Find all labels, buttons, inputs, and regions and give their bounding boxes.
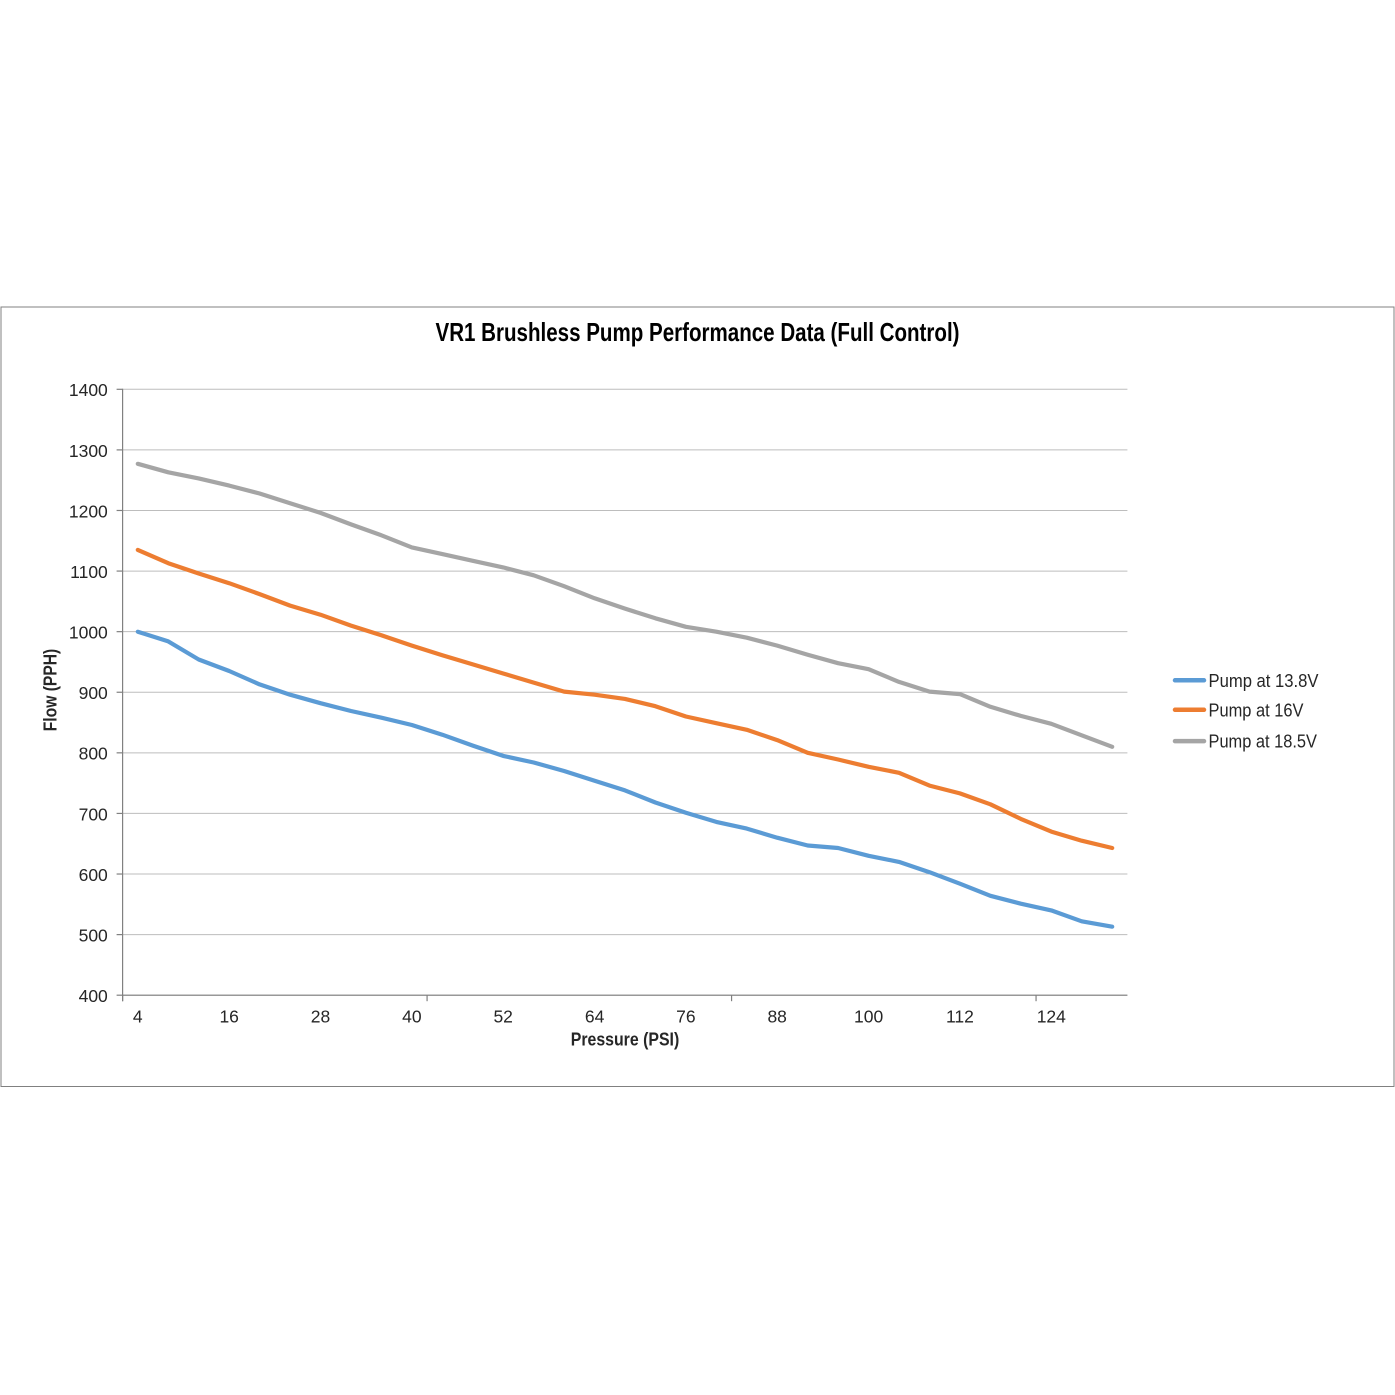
svg-text:16: 16 [219, 1007, 238, 1027]
svg-text:1400: 1400 [69, 380, 108, 400]
svg-text:Pump at 13.8V: Pump at 13.8V [1209, 671, 1319, 691]
svg-text:Pump at 16V: Pump at 16V [1209, 700, 1304, 720]
svg-text:Flow (PPH): Flow (PPH) [41, 649, 61, 732]
svg-text:800: 800 [79, 744, 108, 764]
svg-text:1100: 1100 [70, 562, 108, 582]
svg-text:52: 52 [493, 1007, 512, 1027]
svg-text:Pressure (PSI): Pressure (PSI) [571, 1029, 680, 1049]
svg-text:Pump at 18.5V: Pump at 18.5V [1209, 732, 1318, 752]
svg-text:400: 400 [79, 986, 108, 1006]
svg-text:1300: 1300 [69, 441, 108, 461]
svg-text:900: 900 [79, 683, 108, 703]
svg-text:500: 500 [79, 926, 108, 946]
svg-text:1000: 1000 [69, 623, 108, 643]
svg-text:40: 40 [402, 1007, 422, 1027]
svg-text:76: 76 [676, 1007, 695, 1027]
svg-text:100: 100 [854, 1007, 883, 1027]
svg-text:600: 600 [79, 865, 108, 885]
svg-text:124: 124 [1037, 1007, 1066, 1027]
svg-text:700: 700 [79, 804, 108, 824]
svg-text:4: 4 [133, 1007, 143, 1027]
svg-text:VR1 Brushless Pump Performance: VR1 Brushless Pump Performance Data (Ful… [436, 317, 960, 347]
svg-text:1200: 1200 [69, 501, 108, 521]
svg-text:112: 112 [946, 1007, 974, 1027]
svg-text:28: 28 [311, 1007, 330, 1027]
svg-text:88: 88 [767, 1007, 786, 1027]
svg-text:64: 64 [585, 1007, 605, 1027]
